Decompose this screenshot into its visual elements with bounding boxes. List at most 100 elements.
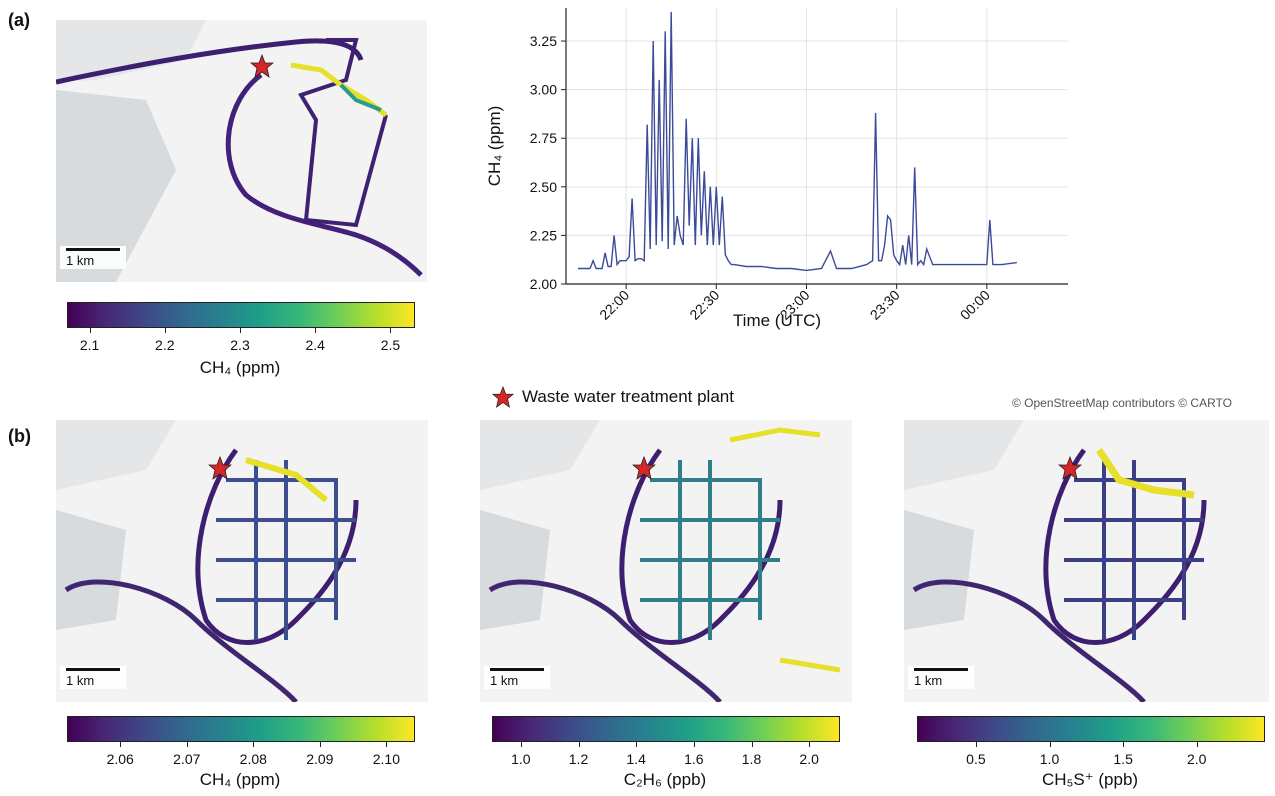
route-path xyxy=(56,38,364,85)
street-grid xyxy=(216,460,356,640)
colorbar-b2-label: C₂H₆ (ppb) xyxy=(623,770,707,789)
colorbar-tick-mark xyxy=(386,741,388,747)
colorbar-tick-label: 2.06 xyxy=(106,751,134,767)
colorbar-tick-label: 2.4 xyxy=(305,337,325,353)
colorbar-b1-label: CH₄ (ppm) xyxy=(199,770,281,789)
star-icon xyxy=(250,54,274,78)
map-b3-graphic xyxy=(904,420,1269,702)
colorbar-tick-mark xyxy=(390,327,392,333)
star-icon xyxy=(1058,456,1082,480)
colorbar-tick-label: 2.5 xyxy=(380,337,401,353)
colorbar-a-label: CH₄ (ppm) xyxy=(199,358,281,377)
colorbar-tick-label: 2.07 xyxy=(173,751,201,767)
street-grid xyxy=(640,460,780,640)
scale-bar-line xyxy=(490,668,544,671)
legend: Waste water treatment plant xyxy=(492,386,734,408)
scale-label: 1 km xyxy=(66,673,95,688)
map-b2: 1 km xyxy=(480,420,852,702)
colorbar-a xyxy=(67,302,415,328)
route-path xyxy=(912,579,1146,702)
water-area xyxy=(480,510,550,630)
scale-label: 1 km xyxy=(490,673,519,688)
colorbar-tick-mark xyxy=(240,327,241,333)
scale-bar-b2: 1 km xyxy=(484,666,550,689)
colorbar-tick-mark xyxy=(253,741,255,747)
x-axis-label: Time (UTC) xyxy=(733,311,821,330)
colorbar-tick-mark xyxy=(1196,741,1198,747)
route-high-segment xyxy=(729,427,841,673)
ch4-series-line xyxy=(578,11,1017,272)
map-b1-graphic xyxy=(56,420,428,702)
colorbar-tick-label: 1.8 xyxy=(741,751,762,767)
colorbar-tick-mark xyxy=(120,741,122,747)
colorbar-tick-mark xyxy=(578,741,580,747)
panel-a-label: (a) xyxy=(8,10,30,30)
colorbar-tick-label: 0.5 xyxy=(966,751,986,767)
legend-label: Waste water treatment plant xyxy=(522,387,734,406)
colorbar-tick-label: 2.08 xyxy=(239,751,267,767)
colorbar-tick-label: 1.5 xyxy=(1113,751,1133,767)
route-high-segment xyxy=(245,457,328,503)
colorbar-b3-label: CH₅S⁺ (ppb) xyxy=(1041,770,1139,789)
y-tick-label: 2.75 xyxy=(530,130,557,146)
water-area xyxy=(56,510,126,630)
scale-bar-line xyxy=(66,668,120,671)
colorbar-tick-label: 1.0 xyxy=(511,751,531,767)
water-area xyxy=(56,90,176,282)
y-axis-label: CH₄ (ppm) xyxy=(485,106,504,187)
colorbar-tick-mark xyxy=(315,327,317,333)
route-path xyxy=(225,72,423,277)
colorbar-tick-mark xyxy=(186,741,188,747)
y-tick-label: 3.00 xyxy=(530,82,557,98)
water-area xyxy=(480,420,600,490)
water-area xyxy=(56,20,206,82)
colorbar-tick-label: 2.0 xyxy=(799,751,819,767)
colorbar-tick-label: 1.6 xyxy=(684,751,704,767)
colorbar-tick-mark xyxy=(636,741,638,747)
x-tick-label: 22:00 xyxy=(596,287,632,323)
colorbar-tick-mark xyxy=(751,741,753,747)
route-path xyxy=(298,38,388,228)
colorbar-tick-label: 2.10 xyxy=(372,751,400,767)
scale-bar-b1: 1 km xyxy=(60,666,126,689)
scale-label: 1 km xyxy=(914,673,943,688)
colorbar-tick-mark xyxy=(693,741,695,747)
route-high-segment xyxy=(1096,448,1195,499)
y-tick-label: 2.00 xyxy=(530,276,557,292)
route-path xyxy=(488,579,722,702)
y-tick-label: 2.50 xyxy=(530,179,557,195)
colorbar-tick-label: 1.4 xyxy=(626,751,646,767)
scale-bar-line xyxy=(66,248,120,251)
map-b3: 1 km xyxy=(904,420,1269,702)
scale-label: 1 km xyxy=(66,253,95,268)
map-b2-graphic xyxy=(480,420,852,702)
y-tick-label: 2.25 xyxy=(530,227,557,243)
water-area xyxy=(904,510,974,630)
star-icon xyxy=(492,386,514,408)
colorbar-tick-mark xyxy=(89,327,91,333)
x-tick-label: 22:30 xyxy=(686,287,722,323)
colorbar-b2 xyxy=(492,716,840,742)
colorbar-tick-label: 2.3 xyxy=(230,337,250,353)
star-icon xyxy=(208,456,232,480)
star-icon xyxy=(632,456,656,480)
colorbar-tick-mark xyxy=(1123,741,1125,747)
colorbar-tick-mark xyxy=(520,741,522,747)
colorbar-tick-label: 1.2 xyxy=(568,751,589,767)
colorbar-tick-label: 2.1 xyxy=(79,337,100,353)
scale-bar-line xyxy=(914,668,968,671)
y-tick-label: 3.25 xyxy=(530,33,557,49)
colorbar-tick-mark xyxy=(975,741,977,747)
colorbar-tick-mark xyxy=(1049,741,1051,747)
water-area xyxy=(56,420,176,490)
colorbar-tick-label: 2.0 xyxy=(1187,751,1207,767)
colorbar-tick-mark xyxy=(319,741,321,747)
colorbar-tick-mark xyxy=(809,741,811,747)
x-tick-label: 00:00 xyxy=(957,287,993,323)
map-a-graphic xyxy=(56,20,427,282)
colorbar-b3 xyxy=(917,716,1265,742)
colorbar-b1 xyxy=(67,716,415,742)
colorbar-tick-label: 2.2 xyxy=(155,337,175,353)
scale-bar-b3: 1 km xyxy=(908,666,974,689)
